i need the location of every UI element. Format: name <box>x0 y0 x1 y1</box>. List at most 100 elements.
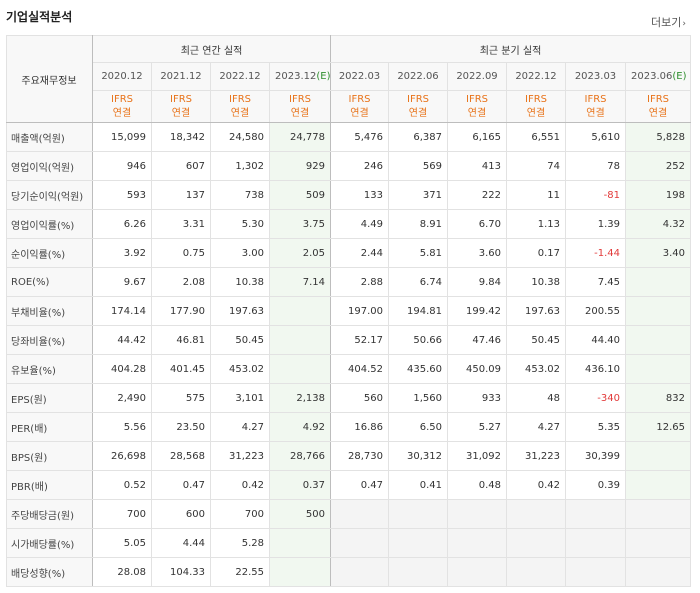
value-cell: 197.00 <box>330 296 389 326</box>
ifrs-label: IFRS <box>647 93 669 105</box>
ifrs-label: IFRS <box>525 93 547 105</box>
value-cell: 4.32 <box>625 209 691 239</box>
value-cell: 52.17 <box>330 325 389 355</box>
row-header-title: 주요재무정보 <box>6 35 93 123</box>
quarterly-group-header: 최근 분기 실적 <box>330 35 691 63</box>
value-cell <box>625 441 691 471</box>
value-cell: 738 <box>210 180 270 210</box>
value-cell: 5.30 <box>210 209 270 239</box>
value-cell: 5.28 <box>210 528 270 558</box>
value-cell: 453.02 <box>210 354 270 384</box>
value-cell: 194.81 <box>388 296 448 326</box>
value-cell: 700 <box>92 499 152 529</box>
row-label: 당좌비율(%) <box>6 325 93 355</box>
value-cell: 600 <box>151 499 211 529</box>
value-cell <box>269 528 331 558</box>
table-row: 주당배당금(원) 700 600 700 500 <box>6 499 691 529</box>
table-row: 순이익률(%) 3.92 0.75 3.00 2.05 2.44 5.81 3.60 0.17-… <box>6 238 691 268</box>
value-cell: 7.14 <box>269 267 331 297</box>
value-cell <box>269 296 331 326</box>
value-cell: 177.90 <box>151 296 211 326</box>
value-cell: 435.60 <box>388 354 448 384</box>
value-cell: 4.92 <box>269 412 331 442</box>
table-row: 매출액(억원) 15,099 18,342 24,580 24,778 5,476 6,38… <box>6 122 691 152</box>
value-cell: 30,399 <box>565 441 626 471</box>
value-cell: 2,138 <box>269 383 331 413</box>
value-cell: 74 <box>506 151 566 181</box>
table-row: EPS(원) 2,490 575 3,101 2,138 560 1,560 933 48 -34… <box>6 383 691 413</box>
ifrs-basis-header: IFRS 연결 <box>565 90 626 123</box>
value-cell: 371 <box>388 180 448 210</box>
value-cell: 933 <box>447 383 507 413</box>
value-cell <box>625 499 691 529</box>
row-label: ROE(%) <box>6 267 93 297</box>
value-cell: 4.27 <box>506 412 566 442</box>
value-cell: 5.56 <box>92 412 152 442</box>
value-cell: 104.33 <box>151 557 211 587</box>
value-cell: 6.70 <box>447 209 507 239</box>
row-label: 영업이익률(%) <box>6 209 93 239</box>
value-cell <box>625 354 691 384</box>
value-cell <box>625 325 691 355</box>
value-cell <box>269 325 331 355</box>
value-cell: 401.45 <box>151 354 211 384</box>
period-label: 2022.12 <box>515 71 557 82</box>
value-cell: 6.74 <box>388 267 448 297</box>
value-cell: 560 <box>330 383 389 413</box>
table-row: 부채비율(%) 174.14 177.90 197.63 197.00 194.81 199… <box>6 296 691 326</box>
value-cell: 0.52 <box>92 470 152 500</box>
value-cell <box>625 557 691 587</box>
value-cell: 3.92 <box>92 238 152 268</box>
value-cell: 700 <box>210 499 270 529</box>
value-cell: 2.88 <box>330 267 389 297</box>
ifrs-basis-header: IFRS 연결 <box>210 90 270 123</box>
estimate-mark: (E) <box>316 71 331 82</box>
value-cell: 200.55 <box>565 296 626 326</box>
period-header: 2022.06 <box>388 62 448 91</box>
value-cell: 9.67 <box>92 267 152 297</box>
value-cell: 11 <box>506 180 566 210</box>
value-cell: 4.44 <box>151 528 211 558</box>
row-label: 영업이익(억원) <box>6 151 93 181</box>
value-cell: 174.14 <box>92 296 152 326</box>
value-cell: 197.63 <box>210 296 270 326</box>
table-row: 유보율(%) 404.28 401.45 453.02 404.52 435.60 450.… <box>6 354 691 384</box>
value-cell: 28.08 <box>92 557 152 587</box>
value-cell: 2.08 <box>151 267 211 297</box>
value-cell: 607 <box>151 151 211 181</box>
value-cell: 3.40 <box>625 238 691 268</box>
value-cell: 10.38 <box>506 267 566 297</box>
row-label: 시가배당률(%) <box>6 528 93 558</box>
value-cell: 832 <box>625 383 691 413</box>
value-cell: 0.17 <box>506 238 566 268</box>
consolidated-label: 연결 <box>526 107 546 119</box>
consolidated-label: 연결 <box>648 107 668 119</box>
more-link-label: 더보기 <box>651 16 682 29</box>
value-cell: 24,580 <box>210 122 270 152</box>
value-cell: 413 <box>447 151 507 181</box>
value-cell <box>565 557 626 587</box>
chevron-right-icon: › <box>682 19 686 29</box>
value-cell: 44.42 <box>92 325 152 355</box>
row-label: 유보율(%) <box>6 354 93 384</box>
value-cell: 6,387 <box>388 122 448 152</box>
value-cell: 450.09 <box>447 354 507 384</box>
period-label: 2023.06 <box>631 71 673 82</box>
ifrs-label: IFRS <box>289 93 311 105</box>
value-cell: 404.28 <box>92 354 152 384</box>
value-cell: -81 <box>565 180 626 210</box>
value-cell: 1,302 <box>210 151 270 181</box>
period-label: 2022.09 <box>456 71 498 82</box>
value-cell: 133 <box>330 180 389 210</box>
value-cell: 4.27 <box>210 412 270 442</box>
value-cell: 946 <box>92 151 152 181</box>
ifrs-label: IFRS <box>229 93 251 105</box>
ifrs-basis-header: IFRS 연결 <box>447 90 507 123</box>
more-link[interactable]: 더보기› <box>651 14 686 30</box>
section-header: 기업실적분석 더보기› <box>6 8 690 30</box>
value-cell: 0.47 <box>330 470 389 500</box>
ifrs-label: IFRS <box>348 93 371 105</box>
value-cell <box>330 528 389 558</box>
value-cell: 1.39 <box>565 209 626 239</box>
value-cell: 4.49 <box>330 209 389 239</box>
